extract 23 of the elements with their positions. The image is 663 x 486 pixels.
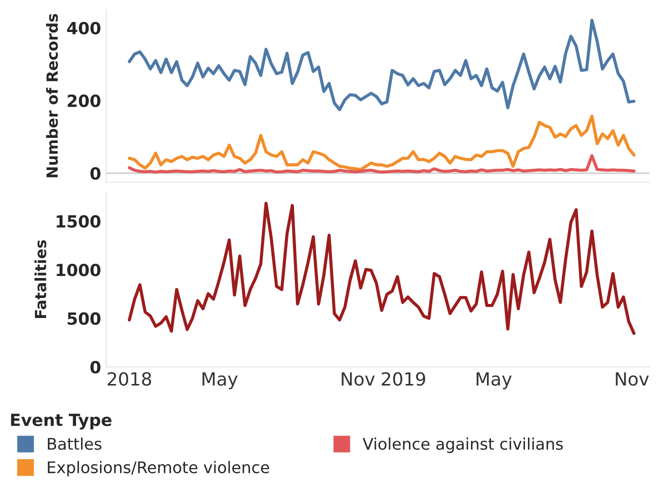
legend-title: Event Type xyxy=(11,414,112,430)
y-tick-label: 500 xyxy=(68,312,100,325)
y-tick-label: 0 xyxy=(90,167,100,180)
y-tick-label: 0 xyxy=(90,360,100,374)
x-tick-label: 2018 xyxy=(108,372,152,386)
x-tick-label: Nov xyxy=(616,372,649,386)
line-series xyxy=(128,154,636,174)
x-tick-label: Nov xyxy=(342,372,375,386)
line-series xyxy=(128,202,636,335)
legend-label: Battles xyxy=(48,438,102,450)
y-tick-label: 400 xyxy=(67,22,100,34)
line-series xyxy=(128,18,636,112)
x-tick-label: 2019 xyxy=(382,372,426,386)
y-axis-title: Fatalities xyxy=(34,240,46,318)
y-tick-label: 200 xyxy=(68,94,100,108)
legend-label: Violence against civilians xyxy=(362,438,563,453)
x-tick-label: May xyxy=(202,372,238,390)
legend-label: Explosions/Remote violence xyxy=(48,460,270,476)
y-axis-title: Number of Records xyxy=(46,14,58,178)
y-tick-label: 1000 xyxy=(56,264,100,276)
line-series xyxy=(128,114,636,172)
x-tick-label: May xyxy=(476,372,512,390)
y-tick-label: 1500 xyxy=(56,215,100,228)
